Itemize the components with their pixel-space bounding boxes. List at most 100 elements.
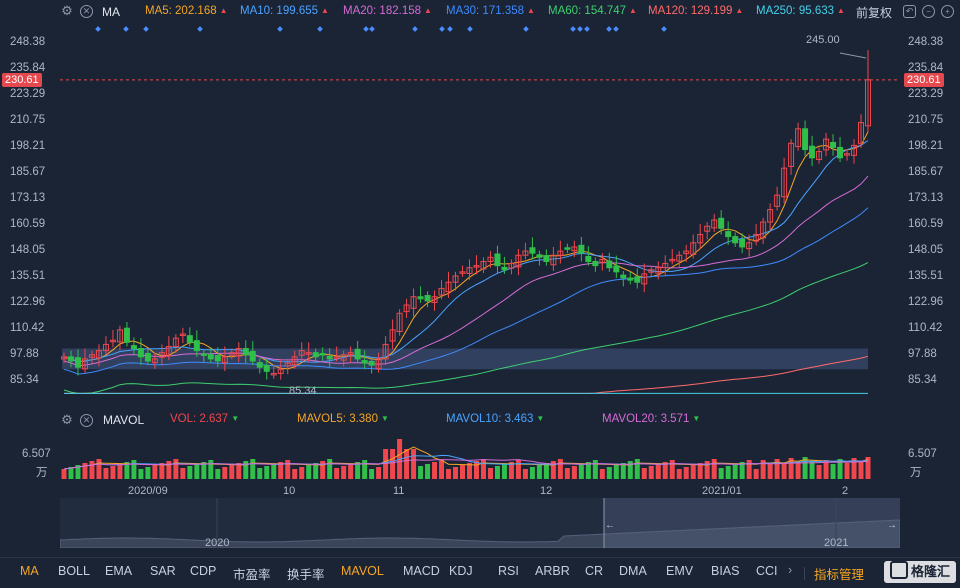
candle [256,358,263,374]
indicator-manage-button[interactable]: 指标管理 [814,568,865,582]
candle-body [417,296,424,300]
volume-bar [704,461,710,479]
candle [480,257,487,274]
candle-body [242,348,249,356]
indicator-tab[interactable]: 市盈率 [233,568,271,582]
price-tick-left: 185.67 [10,166,46,178]
price-tick-right: 160.59 [908,217,944,230]
candle-body [830,141,837,148]
volume-bar [837,459,843,479]
volume-bar [180,468,186,479]
high-price-label: 245.00 [806,34,840,46]
candle-body [627,277,634,281]
candle-body [347,352,354,356]
indicator-tab[interactable]: MACD [403,564,440,578]
event-marker [584,26,590,32]
candle [508,259,515,275]
volume-bar [411,449,417,479]
candle [704,222,711,240]
indicator-tab[interactable]: BOLL [58,564,90,578]
volume-bar [662,462,668,479]
navigator-selection [604,498,900,548]
volume-chart[interactable] [0,431,960,481]
candle-body [130,345,137,350]
candle [501,256,508,274]
price-tick-left: 248.38 [10,36,46,48]
candle [711,213,718,233]
event-marker [317,26,323,32]
close-indicator-icon[interactable]: ✕ [80,5,93,18]
volume-bar [725,466,731,479]
indicator-tab[interactable]: EMA [105,564,133,578]
gelonghui-watermark: 格隆汇 [884,561,956,583]
indicator-tab[interactable]: DMA [619,564,647,578]
candle-body [396,312,403,333]
indicator-tab[interactable]: RSI [498,564,519,578]
volume-bar [446,469,452,479]
candle-body [774,194,781,207]
candle [354,341,361,364]
candle-body [508,263,515,269]
volume-settings-gear-icon[interactable]: ⚙ [61,412,73,427]
volume-bar [683,467,689,479]
candle-body [375,358,382,369]
undo-icon[interactable]: ↶ [903,5,916,18]
event-marker [467,26,473,32]
candle [627,271,634,285]
navigator-year-left: 2020 [205,537,230,549]
volume-bar [124,462,130,479]
indicator-tab[interactable]: BIAS [711,564,740,578]
tabs-more-arrow[interactable]: › [788,563,793,577]
time-axis-label: 11 [393,485,405,497]
navigator-left-arrow: ← [605,520,615,531]
candle [494,245,501,274]
candle-body [662,263,669,269]
zoom-out-icon[interactable]: − [922,5,935,18]
indicator-tab[interactable]: KDJ [449,564,473,578]
indicator-name: MA [102,5,120,19]
candle [326,348,333,368]
candle-body [207,354,214,360]
candle-body [487,256,494,262]
candle-body [767,209,774,223]
candle [634,268,641,289]
candle-body [760,221,767,239]
volume-bar [201,462,207,479]
volume-bar [676,469,682,479]
candle [697,224,704,250]
indicator-tab[interactable]: ARBR [535,564,570,578]
indicator-tab[interactable]: CR [585,564,604,578]
candlestick-chart[interactable] [0,24,960,409]
volume-close-icon[interactable]: ✕ [80,414,93,427]
indicator-tab[interactable]: MA [20,564,39,578]
adjust-mode-button[interactable]: 前复权 [856,6,893,20]
candle [417,286,424,303]
ma-legend-item: MA30: 171.358 ▲ [446,5,535,17]
zoom-in-icon[interactable]: + [941,5,954,18]
mavol10-value: MAVOL10: 3.463 ▼ [446,413,545,425]
candle-body [81,358,88,370]
current-price-tag-left: 230.61 [2,73,42,87]
candle-body [410,296,417,309]
candle-body [123,327,130,343]
candle [550,246,557,272]
indicator-tab[interactable]: MAVOL [341,564,384,578]
candle-body [704,225,711,232]
candle-body [550,254,557,266]
volume-bar [285,460,291,479]
price-tick-right: 223.29 [908,88,944,100]
indicator-tab[interactable]: SAR [150,564,176,578]
settings-gear-icon[interactable]: ⚙ [61,3,73,18]
indicator-tab[interactable]: 换手率 [287,568,325,582]
candle [396,309,403,336]
candle [333,346,340,362]
range-navigator[interactable]: ← → [60,498,900,548]
candle-body [277,368,284,374]
price-tick-right: 235.84 [908,61,944,74]
volume-bar [208,460,214,479]
indicator-tab[interactable]: EMV [666,564,694,578]
candle [214,347,221,368]
candle-body [340,354,347,361]
indicator-tab[interactable]: CDP [190,564,217,578]
indicator-tab[interactable]: CCI [756,564,778,578]
